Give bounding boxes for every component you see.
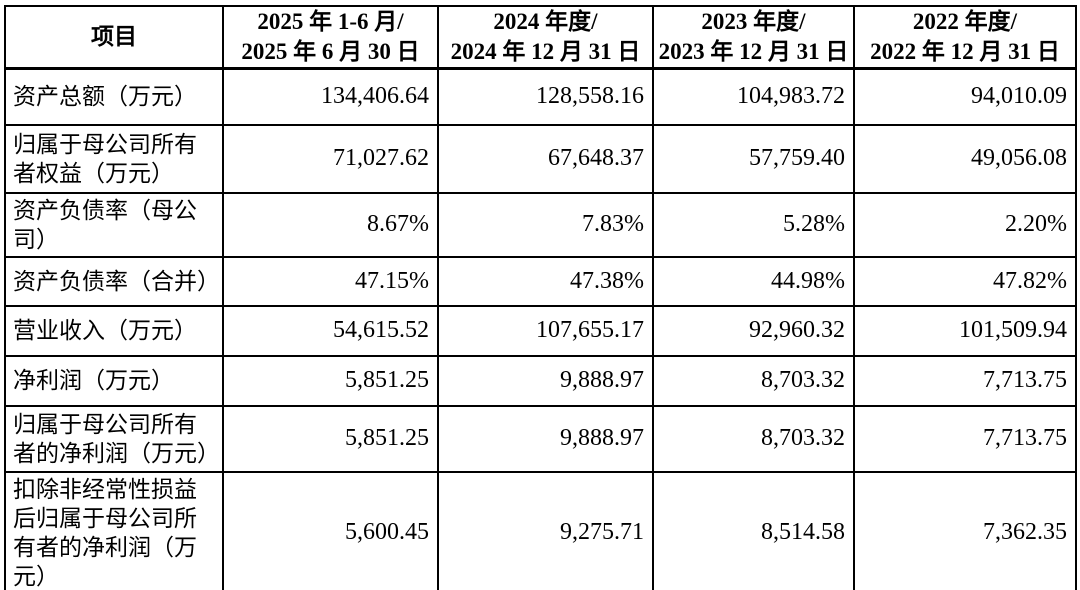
metric-value: 71,027.62	[222, 123, 439, 194]
metric-label: 归属于母公司所有 者的净利润（万元）	[4, 404, 224, 473]
metric-label: 扣除非经常性损益 后归属于母公司所 有者的净利润（万 元）	[4, 470, 224, 590]
column-header-item: 项目	[4, 5, 224, 70]
metric-value: 134,406.64	[222, 67, 439, 126]
metric-value: 7.83%	[437, 191, 654, 258]
metric-value: 101,509.94	[853, 304, 1077, 357]
metric-value: 5.28%	[652, 191, 855, 258]
metric-value: 128,558.16	[437, 67, 654, 126]
table-row-net-profit-after-nonrecurring: 扣除非经常性损益 后归属于母公司所 有者的净利润（万 元） 5,600.45 9…	[4, 470, 1077, 590]
table-row-total-assets: 资产总额（万元） 134,406.64 128,558.16 104,983.7…	[4, 67, 1077, 126]
metric-value: 49,056.08	[853, 123, 1077, 194]
metric-value: 67,648.37	[437, 123, 654, 194]
metric-value: 94,010.09	[853, 67, 1077, 126]
metric-value: 5,600.45	[222, 470, 439, 590]
metric-label: 资产负债率（合并）	[4, 255, 224, 307]
metric-value: 9,275.71	[437, 470, 654, 590]
metric-value: 44.98%	[652, 255, 855, 307]
metric-value: 54,615.52	[222, 304, 439, 357]
table-row-net-profit-parent: 归属于母公司所有 者的净利润（万元） 5,851.25 9,888.97 8,7…	[4, 404, 1077, 473]
column-header-2023: 2023 年度/ 2023 年 12 月 31 日	[652, 5, 855, 70]
metric-value: 9,888.97	[437, 354, 654, 407]
metric-label: 净利润（万元）	[4, 354, 224, 407]
metric-label: 资产负债率（母公 司）	[4, 191, 224, 258]
table-row-net-profit: 净利润（万元） 5,851.25 9,888.97 8,703.32 7,713…	[4, 354, 1077, 407]
metric-value: 47.38%	[437, 255, 654, 307]
metric-value: 8,703.32	[652, 404, 855, 473]
metric-value: 8,703.32	[652, 354, 855, 407]
metric-value: 5,851.25	[222, 404, 439, 473]
metric-value: 8.67%	[222, 191, 439, 258]
metric-value: 5,851.25	[222, 354, 439, 407]
table-row-debt-ratio-parent: 资产负债率（母公 司） 8.67% 7.83% 5.28% 2.20%	[4, 191, 1077, 258]
metric-label: 资产总额（万元）	[4, 67, 224, 126]
metric-value: 47.15%	[222, 255, 439, 307]
column-header-2024: 2024 年度/ 2024 年 12 月 31 日	[437, 5, 654, 70]
metric-value: 7,362.35	[853, 470, 1077, 590]
column-header-2022: 2022 年度/ 2022 年 12 月 31 日	[853, 5, 1077, 70]
table-row-operating-revenue: 营业收入（万元） 54,615.52 107,655.17 92,960.32 …	[4, 304, 1077, 357]
header-row: 项目 2025 年 1-6 月/ 2025 年 6 月 30 日 2024 年度…	[4, 5, 1077, 70]
table-row-debt-ratio-consolidated: 资产负债率（合并） 47.15% 47.38% 44.98% 47.82%	[4, 255, 1077, 307]
metric-value: 107,655.17	[437, 304, 654, 357]
metric-value: 2.20%	[853, 191, 1077, 258]
metric-value: 104,983.72	[652, 67, 855, 126]
metric-label: 归属于母公司所有 者权益（万元）	[4, 123, 224, 194]
metric-value: 57,759.40	[652, 123, 855, 194]
metric-value: 7,713.75	[853, 354, 1077, 407]
metric-value: 7,713.75	[853, 404, 1077, 473]
metric-value: 47.82%	[853, 255, 1077, 307]
financial-summary-table: 项目 2025 年 1-6 月/ 2025 年 6 月 30 日 2024 年度…	[4, 5, 1077, 590]
table-row-parent-equity: 归属于母公司所有 者权益（万元） 71,027.62 67,648.37 57,…	[4, 123, 1077, 194]
metric-value: 92,960.32	[652, 304, 855, 357]
metric-value: 8,514.58	[652, 470, 855, 590]
metric-label: 营业收入（万元）	[4, 304, 224, 357]
column-header-2025h1: 2025 年 1-6 月/ 2025 年 6 月 30 日	[222, 5, 439, 70]
metric-value: 9,888.97	[437, 404, 654, 473]
